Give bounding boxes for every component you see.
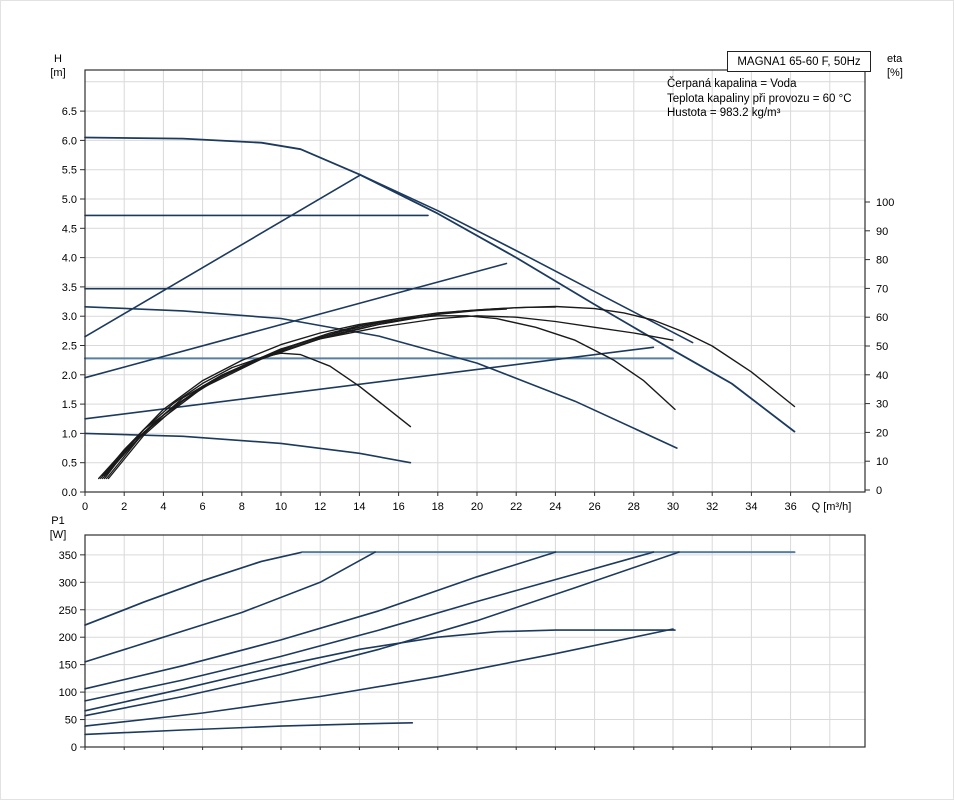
x-tick-label: 32 [706, 501, 718, 513]
eta-const-pressure-1 [105, 315, 429, 480]
x-tick-label: 18 [432, 501, 444, 513]
x-tick-label: 22 [510, 501, 522, 513]
p1-min [84, 722, 414, 736]
p1-curve-6 [84, 551, 680, 717]
y-right-tick-label: 60 [876, 312, 888, 324]
y-left-axis-unit: [W] [50, 529, 67, 541]
max-speed-curve [84, 136, 796, 433]
chart-frame [84, 534, 866, 748]
y-right-tick-label: 50 [876, 341, 888, 353]
x-tick-label: 36 [784, 501, 796, 513]
annotation-liquid-temperature: Teplota kapaliny při provozu = 60 °C [667, 92, 852, 105]
y-left-tick-label: 1.5 [62, 399, 77, 411]
y-left-tick-label: 300 [59, 577, 77, 589]
axis-labels: 0 2 4 6 8 10 12 14 16 18 20 22 24 26 28 30 32 34 36 Q [m³/h… [50, 53, 903, 513]
x-tick-label: 8 [239, 501, 245, 513]
eta-max [103, 305, 796, 480]
y-left-tick-label: 250 [59, 605, 77, 617]
x-tick-label: 30 [667, 501, 679, 513]
y-right-tick-label: 70 [876, 283, 888, 295]
prop-pressure-1 [84, 174, 361, 338]
y-left-tick-label: 2.5 [62, 341, 77, 353]
min-speed-curve [84, 432, 412, 464]
x-tick-label: 28 [628, 501, 640, 513]
x-tick-label: 20 [471, 501, 483, 513]
y-left-tick-label: 0.0 [62, 487, 77, 499]
gridlines [85, 535, 865, 747]
annotation-density: Hustota = 983.2 kg/m³ [667, 107, 781, 119]
p1-curve-4 [84, 551, 655, 702]
y-right-tick-label: 40 [876, 370, 888, 382]
eta-min [98, 352, 412, 480]
y-left-tick-label: 6.5 [62, 106, 77, 118]
y-left-tick-label: 1.0 [62, 428, 77, 440]
prop-pressure-3 [84, 346, 655, 420]
eta-prop-pressure-2 [101, 308, 508, 480]
y-left-tick-label: 2.0 [62, 370, 77, 382]
y-right-tick-label: 0 [876, 485, 882, 497]
y-right-axis-unit: [%] [887, 67, 903, 79]
y-left-tick-label: 4.0 [62, 253, 77, 265]
p1-max [84, 551, 304, 626]
y-right-tick-label: 30 [876, 399, 888, 411]
y-left-tick-label: 4.5 [62, 223, 77, 235]
y-left-tick-label: 5.5 [62, 165, 77, 177]
series-curves [84, 551, 796, 736]
envelope-right-curve [358, 173, 694, 344]
x-tick-label: 14 [353, 501, 365, 513]
axes [80, 110, 870, 496]
pump-title: MAGNA1 65-60 F, 50Hz [737, 55, 861, 68]
x-tick-label: 12 [314, 501, 326, 513]
y-left-tick-label: 0.5 [62, 458, 77, 470]
x-tick-label: 26 [588, 501, 600, 513]
y-right-tick-label: 100 [876, 197, 894, 209]
y-left-axis-unit: [m] [50, 67, 65, 79]
x-tick-label: 34 [745, 501, 757, 513]
y-left-tick-label: 0 [71, 742, 77, 754]
hq-performance-chart: 0 2 4 6 8 10 12 14 16 18 20 22 24 26 28 30 32 34 36 Q [m³/h… [50, 53, 903, 513]
p1-curve-7 [84, 628, 674, 727]
y-left-axis-name: P1 [51, 515, 64, 527]
fluid-annotations: Čerpaná kapalina = Voda Teplota kapaliny… [667, 77, 852, 121]
axis-labels: 0 50 100 150 200 250 300 350 P1 [W] [50, 515, 77, 754]
y-left-tick-label: 350 [59, 550, 77, 562]
y-right-tick-label: 80 [876, 255, 888, 267]
y-left-axis-name: H [54, 53, 62, 65]
y-left-tick-label: 6.0 [62, 135, 77, 147]
y-left-tick-label: 200 [59, 632, 77, 644]
p1-power-chart: 0 50 100 150 200 250 300 350 P1 [W] [50, 515, 866, 754]
annotation-pumped-liquid: Čerpaná kapalina = Voda [667, 78, 797, 90]
x-tick-label: 10 [275, 501, 287, 513]
y-right-tick-label: 90 [876, 226, 888, 238]
series-curves [84, 136, 796, 480]
x-tick-label: 6 [200, 501, 206, 513]
x-axis-label: Q [m³/h] [812, 501, 852, 513]
y-left-tick-label: 3.0 [62, 311, 77, 323]
x-tick-label: 0 [82, 501, 88, 513]
x-tick-label: 24 [549, 501, 561, 513]
y-left-tick-label: 5.0 [62, 194, 77, 206]
speed-iii-curve [84, 306, 678, 449]
y-right-tick-label: 10 [876, 456, 888, 468]
x-tick-label: 2 [121, 501, 127, 513]
y-right-axis-name: eta [887, 53, 903, 65]
chart-frame [84, 69, 866, 493]
gridlines [85, 70, 865, 492]
p1-curve-3 [84, 551, 557, 690]
y-left-tick-label: 50 [65, 715, 77, 727]
x-tick-label: 4 [160, 501, 166, 513]
axes [80, 554, 792, 750]
y-left-tick-label: 150 [59, 660, 77, 672]
p1-curve-2 [84, 551, 376, 663]
eta-speed-iii [101, 315, 676, 477]
y-right-tick-label: 20 [876, 427, 888, 439]
y-left-tick-label: 3.5 [62, 282, 77, 294]
y-left-tick-label: 100 [59, 687, 77, 699]
x-tick-label: 16 [392, 501, 404, 513]
pump-title-box: MAGNA1 65-60 F, 50Hz [727, 51, 871, 72]
